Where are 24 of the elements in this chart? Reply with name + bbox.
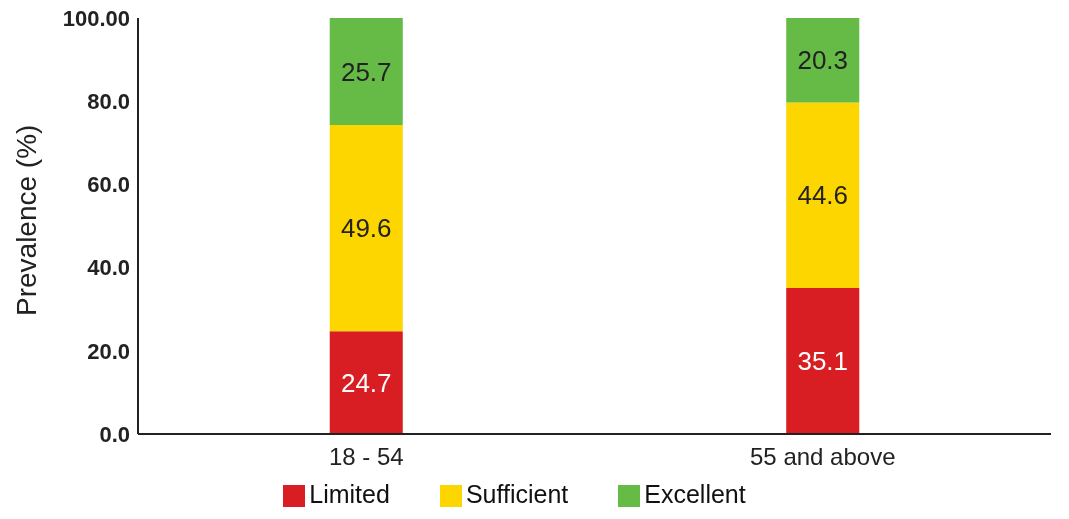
x-tick-label: 18 - 54: [328, 443, 404, 471]
y-tick-label: 0.0: [99, 421, 130, 447]
data-label: 24.7: [340, 367, 392, 398]
y-tick-label: 20.0: [87, 338, 130, 364]
legend-label: Excellent: [644, 480, 746, 508]
y-tick-label: 60.0: [87, 172, 130, 198]
y-tick-label: 40.0: [87, 255, 130, 281]
data-label: 35.1: [797, 346, 849, 377]
data-label: 44.6: [797, 180, 849, 211]
x-tick-label: 55 and above: [750, 443, 896, 471]
legend-label: Limited: [309, 480, 390, 508]
y-tick-label: 80.0: [87, 89, 130, 115]
data-label: 25.7: [340, 56, 392, 87]
data-label: 20.3: [797, 45, 849, 76]
bar: [329, 124, 403, 332]
bar: [329, 18, 403, 125]
legend-label: Sufficient: [465, 480, 569, 508]
bar: [786, 102, 860, 288]
bar: [786, 18, 860, 103]
y-axis-title: Prevalence (%): [10, 124, 42, 316]
data-label: 49.6: [340, 213, 392, 244]
bar: [329, 331, 403, 434]
y-tick-label: 100.00: [62, 5, 130, 31]
bar: [786, 287, 860, 434]
